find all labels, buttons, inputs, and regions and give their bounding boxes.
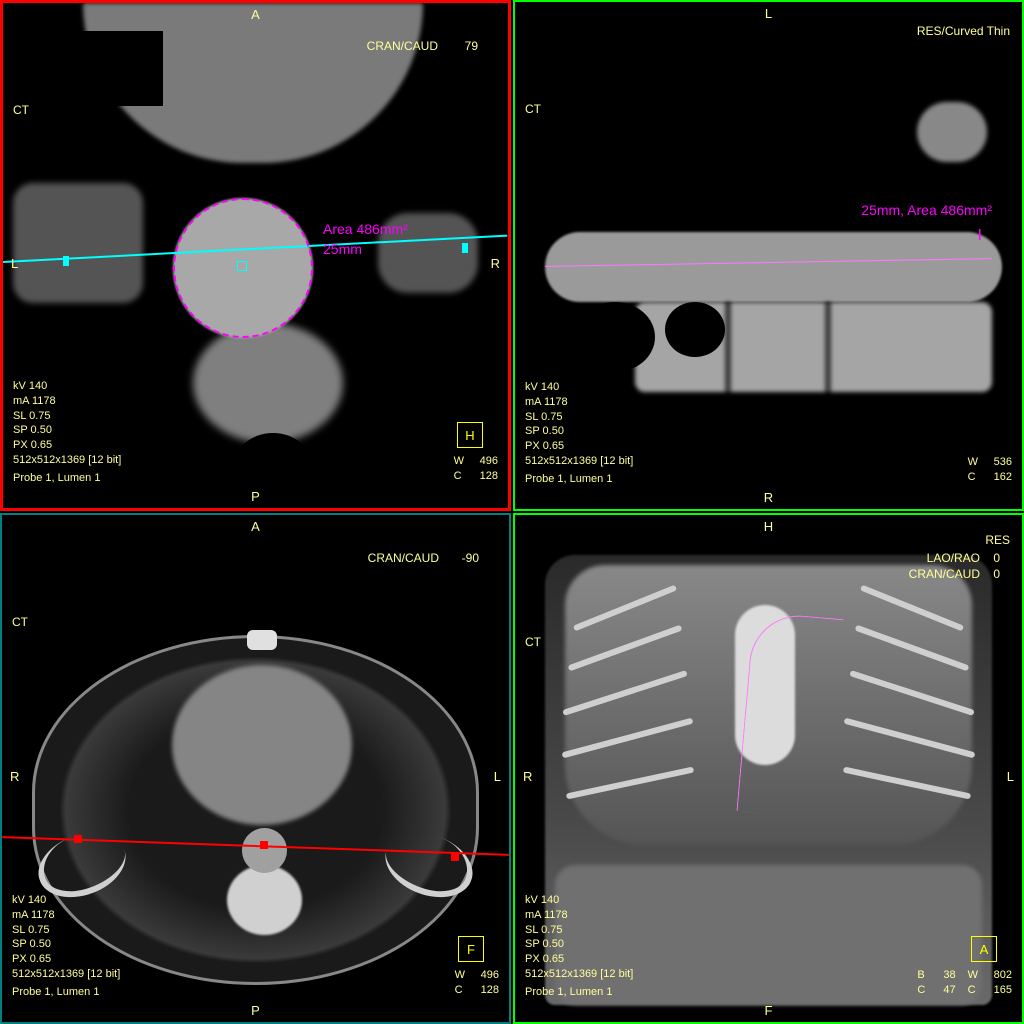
orient-right: R xyxy=(491,256,500,271)
modality-label: CT xyxy=(525,635,541,649)
acquisition-params: kV 140 mA 1178 SL 0.75 SP 0.50 PX 0.65 5… xyxy=(525,380,633,469)
window-level[interactable]: W536 C162 xyxy=(968,455,1012,485)
cran-caud-label: CRAN/CAUD xyxy=(909,567,980,581)
orient-bottom: R xyxy=(764,490,773,505)
phi-redaction xyxy=(13,31,163,106)
modality-label: CT xyxy=(13,103,29,117)
acquisition-params: kV 140 mA 1178 SL 0.75 SP 0.50 PX 0.65 5… xyxy=(525,893,633,982)
orientation-cube[interactable]: A xyxy=(971,936,997,962)
probe-label: Probe 1, Lumen 1 xyxy=(525,986,612,998)
viewport-grid: A CRAN/CAUD 79 CT L R Area 486mm² 25mm k… xyxy=(0,0,1024,1024)
acquisition-params: kV 140 mA 1178 SL 0.75 SP 0.50 PX 0.65 5… xyxy=(12,893,120,982)
window-level[interactable]: B38 W802 C47 C165 xyxy=(917,968,1012,998)
acquisition-params: kV 140 mA 1178 SL 0.75 SP 0.50 PX 0.65 5… xyxy=(13,379,121,468)
orient-anterior: A xyxy=(251,519,260,534)
view-mode-label: RES/Curved Thin xyxy=(917,24,1010,38)
measurement-marker[interactable]: I xyxy=(978,227,982,245)
orient-head: H xyxy=(764,519,773,534)
probe-label: Probe 1, Lumen 1 xyxy=(12,986,99,998)
modality-label: CT xyxy=(525,102,541,116)
cran-caud-label: CRAN/CAUD xyxy=(368,551,439,565)
measurement-area: Area 486mm² xyxy=(323,221,408,237)
cran-caud-value: 79 xyxy=(465,39,478,53)
orient-right: R xyxy=(10,769,19,784)
orient-posterior: P xyxy=(251,489,260,504)
viewport-coronal-vr[interactable]: H RES LAO/RAO 0 CRAN/CAUD 0 CT R L kV 14… xyxy=(513,513,1024,1024)
lao-rao-label: LAO/RAO xyxy=(927,551,980,565)
orient-anterior: A xyxy=(251,7,260,22)
orient-left: L xyxy=(494,769,501,784)
cran-caud-value: -90 xyxy=(462,551,479,565)
orient-posterior: P xyxy=(251,1003,260,1018)
view-mode-label: RES xyxy=(985,533,1010,547)
cran-caud-label: CRAN/CAUD xyxy=(367,39,438,53)
probe-label: Probe 1, Lumen 1 xyxy=(525,473,612,485)
cran-caud-value: 0 xyxy=(993,567,1000,581)
orient-left: L xyxy=(1007,769,1014,784)
reference-marker[interactable] xyxy=(260,841,268,849)
window-level[interactable]: W496 C128 xyxy=(454,454,498,484)
probe-label: Probe 1, Lumen 1 xyxy=(13,472,100,484)
measurement-diameter: 25mm xyxy=(323,241,362,257)
lao-rao-value: 0 xyxy=(993,551,1000,565)
modality-label: CT xyxy=(12,615,28,629)
roi-center-marker[interactable] xyxy=(237,261,247,271)
orient-left: L xyxy=(11,256,18,271)
viewport-axial[interactable]: A CRAN/CAUD -90 CT R L kV 140 mA 1178 SL… xyxy=(0,513,511,1024)
orientation-cube[interactable]: F xyxy=(458,936,484,962)
orient-right: R xyxy=(523,769,532,784)
window-level[interactable]: W496 C128 xyxy=(455,968,499,998)
viewport-mpr-axial[interactable]: A CRAN/CAUD 79 CT L R Area 486mm² 25mm k… xyxy=(0,0,511,511)
measurement-text: 25mm, Area 486mm² xyxy=(861,202,992,218)
viewport-curved-mpr[interactable]: I L RES/Curved Thin CT 25mm, Area 486mm²… xyxy=(513,0,1024,511)
orient-foot: F xyxy=(765,1003,773,1018)
orientation-cube[interactable]: H xyxy=(457,422,483,448)
orient-top: L xyxy=(765,6,772,21)
